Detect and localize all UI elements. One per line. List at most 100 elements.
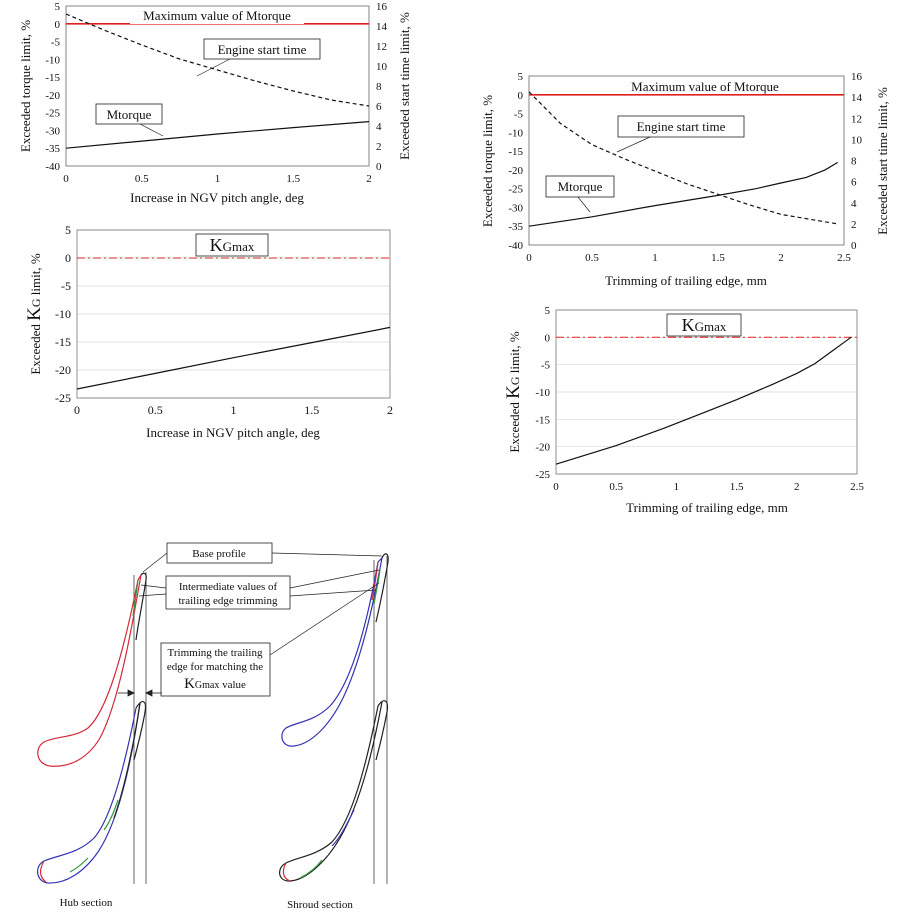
x-tick-label: 2 <box>778 252 784 264</box>
hub-blade-base <box>37 572 147 767</box>
shroud-blade-trimmed <box>279 700 389 882</box>
x-tick-label: 1 <box>231 403 237 417</box>
leader-line <box>289 589 377 597</box>
chart-kg-vs-ngv-pitch: 5 0 -5 -10 -15 -20 -25 0 0.5 1 1.5 2 KGmax Increas… <box>24 223 393 440</box>
y-axis-ticks: 5 0 -5 -10 -15 -20 -25 <box>535 305 550 481</box>
legend-box-kgmax <box>666 313 742 337</box>
legend-box-max-torque <box>130 8 304 24</box>
chart-series <box>76 257 391 390</box>
x-axis-label: Increase in NGV pitch angle, deg <box>130 190 304 205</box>
x-tick-label: 0.5 <box>148 403 163 417</box>
y2-tick-label: 4 <box>376 121 382 133</box>
y-tick-label: 0 <box>518 90 524 102</box>
legend-engine-start: Engine start time <box>218 42 307 57</box>
plot-frame <box>528 75 845 246</box>
y2-tick-label: 14 <box>851 92 863 104</box>
x-tick-label: 1.5 <box>730 481 744 493</box>
series-line <box>65 13 370 107</box>
y-tick-label: -5 <box>514 109 524 121</box>
hub-blade-trimmed <box>37 701 147 884</box>
y2-tick-label: 8 <box>851 156 857 168</box>
callout-trimming-text-2: edge for matching the <box>167 661 263 673</box>
y-tick-label: -10 <box>55 307 71 321</box>
leader-engine-start <box>616 136 651 153</box>
trim-dimension-arrow <box>118 689 162 697</box>
y2-tick-label: 8 <box>376 81 382 93</box>
y-tick-label: -20 <box>55 363 71 377</box>
y-tick-label: -5 <box>61 279 71 293</box>
leader-mtorque <box>577 196 591 213</box>
y-tick-label: -20 <box>45 90 60 102</box>
x-tick-label: 0.5 <box>585 252 599 264</box>
x-tick-label: 1.5 <box>711 252 725 264</box>
plot-frame <box>76 229 391 399</box>
x-tick-label: 0 <box>526 252 532 264</box>
hub-section-label: Hub section <box>60 897 113 909</box>
y-tick-label: 0 <box>545 332 551 344</box>
legend-max-torque: Maximum value of Mtorque <box>143 8 291 23</box>
y-axis-ticks: 5 0 -5 -10 -15 -20 -25 -30 -35 -40 <box>508 71 523 252</box>
x-axis-ticks: 0 0.5 1 1.5 2 2.5 <box>526 252 851 264</box>
chart-torque-vs-trimming: 50-5-10-15-20-25-30-35-40 1614121086420 … <box>480 71 890 288</box>
y-tick-label: 5 <box>55 1 61 13</box>
y-tick-label: 5 <box>545 305 551 317</box>
y-tick-label: 0 <box>55 19 61 31</box>
series-line <box>76 326 391 390</box>
x-axis-label: Trimming of trailing edge, mm <box>626 500 788 515</box>
y-tick-label: 5 <box>65 223 71 237</box>
chart-series <box>528 91 844 227</box>
x-tick-label: 1 <box>215 173 221 185</box>
callout-intermediate <box>165 575 291 610</box>
y-axis-label: Exceeded KG limit, % <box>503 331 524 452</box>
x-tick-label: 1 <box>652 252 658 264</box>
leader-line <box>271 552 384 557</box>
leader-line <box>289 569 380 589</box>
x-tick-label: 0 <box>74 403 80 417</box>
x-axis-label: Increase in NGV pitch angle, deg <box>146 425 320 440</box>
y-axis-label: Exceeded torque limit, % <box>18 20 33 152</box>
y-tick-label: -25 <box>535 469 550 481</box>
y2-tick-label: 2 <box>376 141 382 153</box>
legend-box-max-torque <box>582 78 828 94</box>
callout-base-profile-text: Base profile <box>192 548 246 560</box>
y-axis-label: Exceeded torque limit, % <box>480 95 495 227</box>
x-tick-label: 0.5 <box>135 173 149 185</box>
y-tick-label: -10 <box>45 54 60 66</box>
legend-box-kgmax <box>195 233 269 257</box>
chart-series <box>555 336 857 465</box>
x-tick-label: 0 <box>553 481 559 493</box>
legend-mtorque: Mtorque <box>558 179 603 194</box>
y-tick-label: -25 <box>508 184 523 196</box>
y-tick-label: -15 <box>508 146 523 158</box>
x-tick-label: 0.5 <box>609 481 623 493</box>
plot-frame <box>65 5 370 167</box>
series-line <box>528 91 838 225</box>
x-tick-label: 1 <box>674 481 680 493</box>
y2-tick-label: 0 <box>851 240 857 252</box>
legend-max-torque: Maximum value of Mtorque <box>631 79 779 94</box>
y-axis-label: Exceeded KG limit, % <box>24 253 45 374</box>
y-tick-label: -40 <box>45 161 60 173</box>
shroud-section-label: Shroud section <box>287 899 353 911</box>
leader-line <box>140 584 167 589</box>
series-line <box>528 161 839 227</box>
y-tick-label: -40 <box>508 240 523 252</box>
y-tick-label: -5 <box>51 37 61 49</box>
legend-engine-start: Engine start time <box>637 119 726 134</box>
y-tick-label: -35 <box>508 221 523 233</box>
series-line <box>555 336 852 465</box>
x-axis-ticks: 0 0.5 1 1.5 2 <box>63 173 372 185</box>
leader-line <box>269 582 380 656</box>
y-tick-label: -30 <box>508 202 523 214</box>
y-axis-ticks: 5 0 -5 -10 -15 -20 -25 -30 -35 -40 <box>45 1 60 173</box>
y-tick-label: 0 <box>65 251 71 265</box>
x-axis-label: Trimming of trailing edge, mm <box>605 273 767 288</box>
legend-box-engine-start <box>617 115 745 138</box>
chart-torque-vs-ngv-pitch: 50-5-10-15-20-25-30-35-40 1614121086420 … <box>18 1 412 205</box>
x-tick-label: 2 <box>387 403 393 417</box>
x-axis-ticks: 0 0.5 1 1.5 2 2.5 <box>553 481 864 493</box>
y-tick-label: -35 <box>45 143 60 155</box>
y2-axis-ticks: 16 14 12 10 8 6 4 2 0 <box>851 71 863 252</box>
y-tick-label: -20 <box>508 165 523 177</box>
x-tick-label: 2.5 <box>850 481 864 493</box>
